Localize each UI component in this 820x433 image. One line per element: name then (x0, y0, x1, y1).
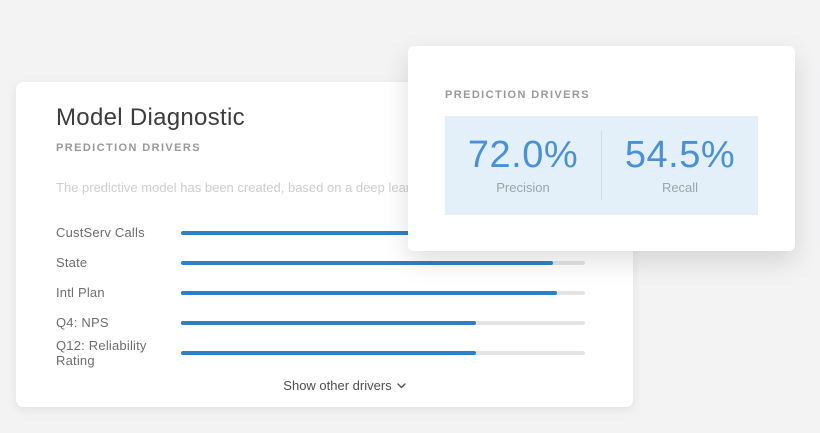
driver-bar-fill (181, 230, 585, 235)
page-title: Model Diagnostic (56, 104, 245, 131)
driver-bar-track (181, 350, 585, 355)
driver-bar-fill (181, 320, 476, 325)
driver-label: Q12: Reliability Rating (56, 337, 147, 368)
precision-value: 72.0% (467, 134, 579, 176)
recall-label: Recall (661, 180, 699, 195)
driver-row: Q12: Reliability Rating (56, 338, 633, 368)
show-other-drivers-label: Show other drivers (283, 377, 392, 393)
recall-metric: 54.5% Recall (602, 116, 758, 215)
show-other-drivers-button[interactable]: Show other drivers (56, 377, 633, 393)
precision-label: Precision (496, 180, 550, 195)
prediction-drivers-metrics-card: PREDICTION DRIVERS 72.0% Precision 54.5%… (408, 46, 795, 251)
driver-bar-track (181, 290, 585, 295)
driver-label: Q4: NPS (56, 315, 109, 331)
driver-bar-fill (181, 260, 553, 265)
drivers-bar-list: CustServ Calls State Intl Plan Q4: NPS Q12: … (56, 218, 633, 368)
chevron-down-icon (397, 377, 406, 392)
driver-row: Intl Plan (56, 278, 633, 308)
driver-bar-track (181, 260, 585, 265)
metrics-divider (601, 131, 602, 200)
driver-bar-fill (181, 350, 476, 355)
prediction-drivers-overlay-label: PREDICTION DRIVERS (445, 89, 590, 101)
driver-label: CustServ Calls (56, 225, 145, 241)
driver-label: State (56, 255, 88, 271)
metrics-box: 72.0% Precision 54.5% Recall (445, 116, 758, 215)
prediction-drivers-section-label: PREDICTION DRIVERS (56, 141, 201, 154)
driver-row: State (56, 248, 633, 278)
recall-value: 54.5% (624, 134, 736, 176)
driver-bar-track (181, 320, 585, 325)
driver-label: Intl Plan (56, 285, 105, 301)
driver-bar-track (181, 230, 585, 235)
driver-row: CustServ Calls (56, 218, 633, 248)
driver-bar-fill (181, 290, 557, 295)
driver-row: Q4: NPS (56, 308, 633, 338)
precision-metric: 72.0% Precision (445, 116, 601, 215)
